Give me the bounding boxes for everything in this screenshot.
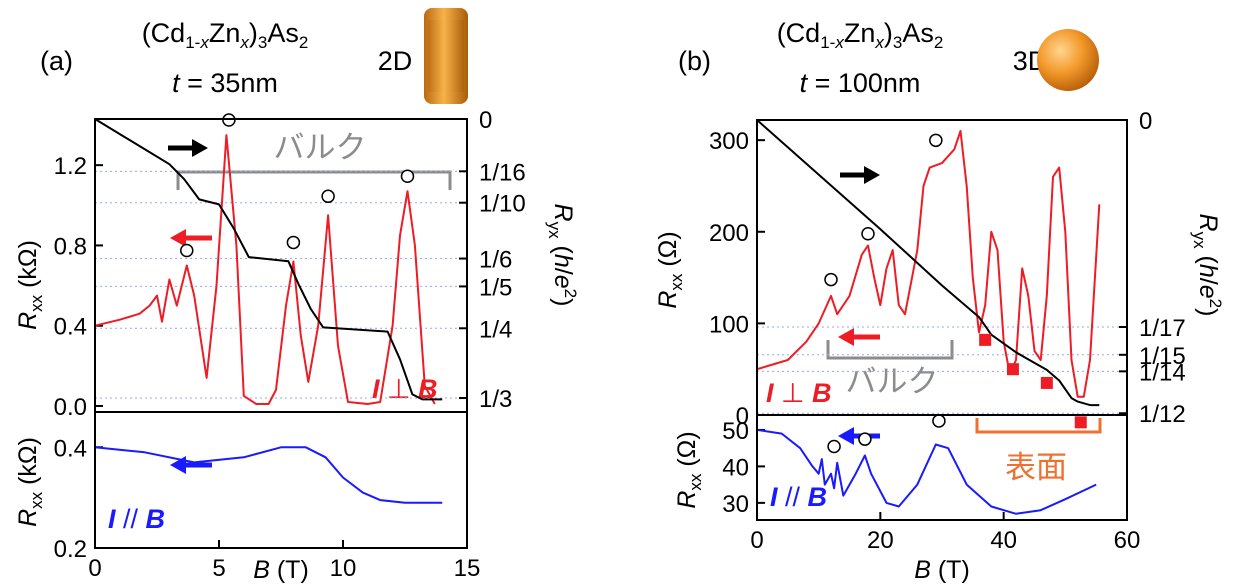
circle-marker — [222, 113, 236, 127]
square-marker — [979, 333, 992, 346]
y2-tick-label: 1/6 — [479, 247, 512, 274]
x-tick-label: 5 — [212, 555, 225, 582]
y-tick-label: 50 — [722, 418, 749, 445]
y-tick-label: 0 — [736, 403, 749, 430]
circle-marker — [858, 432, 872, 446]
y2-tick-label: 1/17 — [1139, 315, 1186, 342]
cylinder-icon — [424, 8, 468, 104]
formula: (Cd1-xZnx)3As2 — [777, 18, 944, 52]
y-tick-label: 0.0 — [54, 394, 87, 421]
plot-frame — [756, 414, 1128, 521]
annotation: 表面 — [1005, 450, 1067, 485]
x-tick-label: 0 — [88, 555, 101, 582]
circle-marker — [321, 189, 335, 204]
y-tick-label: 1.2 — [54, 153, 87, 180]
y-tick-label: 0.2 — [54, 536, 87, 563]
current-label: I ⊥ B — [372, 374, 438, 404]
y-tick-label: 40 — [722, 454, 749, 481]
data-line — [94, 446, 443, 504]
y2-tick-label: 1/3 — [479, 386, 512, 413]
y-tick-label: 30 — [722, 491, 749, 518]
current-label: I // B — [108, 504, 165, 534]
y-axis-label: Rxx (Ω) — [654, 231, 686, 308]
plot-frame — [756, 119, 1128, 416]
y-axis-label: Rxx (Ω) — [673, 431, 705, 508]
bulk-bracket — [176, 170, 452, 190]
x-tick-label: 60 — [1114, 527, 1141, 554]
arrows — [168, 139, 880, 474]
panel-label: (b) — [678, 46, 711, 76]
data-line — [756, 130, 1101, 398]
bulk-bracket — [826, 340, 954, 360]
panel-label: (a) — [40, 46, 73, 76]
y-tick-label: 0.4 — [54, 435, 87, 462]
y2-tick-label: 0 — [1139, 108, 1152, 135]
annotation: バルク — [274, 130, 367, 165]
data-line — [756, 119, 1100, 407]
current-label: I // B — [770, 482, 827, 512]
circle-marker — [286, 235, 301, 250]
thickness: t = 100nm — [800, 68, 921, 98]
formula: (Cd1-xZnx)3As2 — [142, 18, 309, 52]
x-tick-label: 10 — [330, 555, 357, 582]
y2-tick-label: 1/5 — [479, 274, 512, 301]
circle-marker — [929, 133, 943, 148]
annotation: バルク — [846, 364, 939, 399]
x-tick-label: 15 — [454, 555, 481, 582]
y-tick-label: 0.8 — [54, 233, 87, 260]
square-marker — [1040, 376, 1053, 389]
x-tick-label: 20 — [867, 527, 894, 554]
data-line — [94, 118, 443, 401]
y-tick-label: 0.4 — [54, 314, 87, 341]
y2-tick-label: 1/4 — [479, 316, 512, 343]
data-line — [756, 428, 1097, 515]
y-tick-label: 100 — [709, 311, 749, 338]
y2-axis-label: Ryx (h/e2) — [1190, 214, 1225, 317]
plot-frame — [94, 411, 468, 549]
circle-marker — [400, 169, 415, 183]
surface-bracket — [975, 418, 1102, 434]
y2-tick-label: 1/10 — [479, 191, 526, 218]
y2-axis-label: Ryx (h/e2) — [545, 204, 580, 307]
y2-tick-label: 0 — [479, 107, 492, 134]
x-axis-label: B (T) — [914, 556, 970, 584]
y-tick-label: 200 — [709, 220, 749, 247]
x-tick-label: 0 — [750, 527, 763, 554]
x-tick-label: 40 — [990, 527, 1017, 554]
thickness: t = 35nm — [172, 68, 278, 98]
y-tick-label: 300 — [709, 128, 749, 155]
data-line — [94, 134, 436, 405]
circle-marker — [861, 227, 875, 241]
sphere-icon — [1037, 29, 1099, 91]
y2-tick-label: 1/15 — [1139, 343, 1186, 370]
circle-marker — [180, 243, 194, 258]
circle-marker — [824, 272, 838, 287]
y2-tick-label: 1/14 — [1139, 359, 1186, 386]
y2-tick-label: 1/12 — [1139, 401, 1186, 428]
x-axis-label: B (T) — [253, 556, 309, 584]
y-axis-label: Rxx (kΩ) — [14, 437, 46, 527]
square-marker — [1074, 416, 1087, 429]
square-marker — [1006, 363, 1019, 376]
y-axis-label: Rxx (kΩ) — [14, 240, 46, 330]
dimension: 2D — [378, 46, 413, 76]
circle-marker — [827, 439, 841, 454]
y2-tick-label: 1/16 — [479, 159, 526, 186]
circle-marker — [932, 414, 946, 428]
current-label: I ⊥ B — [766, 378, 832, 408]
